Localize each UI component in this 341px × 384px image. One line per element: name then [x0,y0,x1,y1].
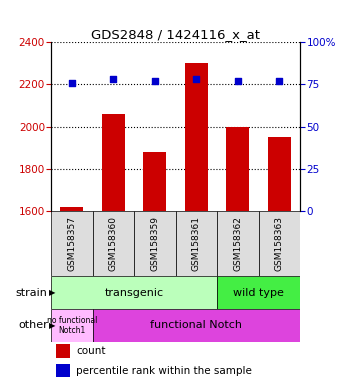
Text: no functional
Notch1: no functional Notch1 [47,316,97,335]
Bar [56,344,70,358]
Bar [134,211,176,276]
Bar [144,152,166,211]
Text: percentile rank within the sample: percentile rank within the sample [76,366,252,376]
Bar [217,276,300,309]
Bar [185,63,208,211]
Point [194,76,199,83]
Point [152,78,158,84]
Bar [51,276,217,309]
Text: GSM158363: GSM158363 [275,216,284,271]
Bar [176,211,217,276]
Bar [51,211,93,276]
Text: GSM158357: GSM158357 [68,216,76,271]
Bar [268,137,291,211]
Point [277,78,282,84]
Title: GDS2848 / 1424116_x_at: GDS2848 / 1424116_x_at [91,28,260,41]
Bar [51,309,93,342]
Text: GSM158362: GSM158362 [233,217,242,271]
Text: ▶: ▶ [49,288,56,297]
Text: transgenic: transgenic [105,288,164,298]
Text: GSM158361: GSM158361 [192,216,201,271]
Bar [258,211,300,276]
Text: functional Notch: functional Notch [150,320,242,331]
Point [235,78,240,84]
Point [110,76,116,83]
Bar [102,114,125,211]
Bar [56,364,70,377]
Text: GSM158360: GSM158360 [109,216,118,271]
Bar [93,211,134,276]
Bar [93,309,300,342]
Point [69,80,75,86]
Text: ▶: ▶ [49,321,56,330]
Text: GSM158359: GSM158359 [150,216,159,271]
Bar [226,127,249,211]
Text: count: count [76,346,106,356]
Text: strain: strain [16,288,48,298]
Text: other: other [18,320,48,331]
Text: wild type: wild type [233,288,284,298]
Bar [217,211,258,276]
Bar [60,207,83,211]
